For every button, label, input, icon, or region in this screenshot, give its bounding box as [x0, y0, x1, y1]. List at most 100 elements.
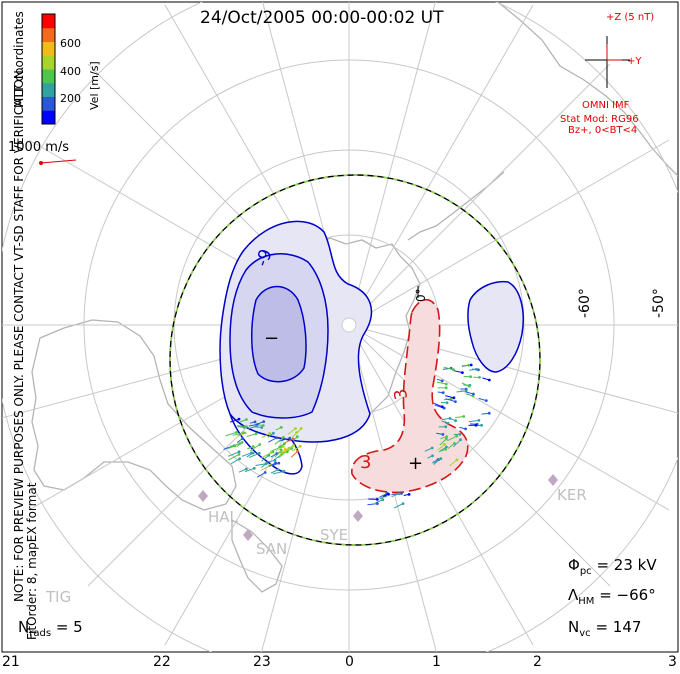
vector-line	[391, 493, 400, 498]
vector-line	[232, 432, 244, 436]
mlt-label-3: 3	[668, 654, 677, 670]
vector-line	[367, 503, 378, 506]
colorbar-swatch	[42, 41, 55, 56]
vector-line	[268, 459, 276, 463]
vector-line	[230, 458, 240, 465]
vector-line	[236, 425, 247, 428]
reference-vector	[39, 159, 77, 165]
vector-line	[270, 469, 279, 474]
vector-line	[258, 424, 264, 426]
phi-pc-value: = 23 kV	[596, 556, 657, 574]
lambda-hm-stat: ΛHM = −66°	[568, 586, 656, 607]
vector-line	[236, 442, 243, 447]
vector-line	[268, 462, 276, 467]
mlt-label-2: 2	[533, 654, 542, 670]
vector-line	[375, 499, 383, 504]
vector-line	[278, 446, 284, 451]
mlt-label-22: 22	[153, 654, 171, 670]
vector-line	[267, 432, 274, 438]
velocity-colorbar	[41, 13, 56, 125]
vector-line	[228, 453, 240, 461]
vector-line	[287, 428, 296, 435]
hm-boundary-green	[169, 174, 541, 546]
vector-line	[403, 493, 410, 496]
colorbar-tick-600: 600	[60, 37, 81, 50]
vector-line	[278, 437, 290, 442]
imf-y-label: +Y	[627, 56, 642, 67]
pole-marker	[341, 317, 357, 333]
vector-line	[439, 446, 447, 452]
lat-label-minus50: -50°	[651, 288, 667, 318]
station-label-hal: HAL	[208, 508, 238, 526]
colorbar-swatch	[42, 96, 55, 111]
potential-max-marker: +	[408, 453, 424, 474]
vector-line	[236, 438, 243, 443]
vector-line	[278, 451, 287, 459]
lat-label-zero: 0°	[414, 288, 428, 302]
vector-line	[238, 468, 247, 473]
vector-line	[248, 452, 260, 459]
mlt-label-0: 0	[345, 654, 354, 670]
vector-line	[436, 432, 443, 435]
neg-contour-tail	[229, 413, 303, 475]
vector-line	[438, 448, 446, 453]
vector-line	[459, 426, 466, 430]
n-rads-value: = 5	[55, 618, 83, 636]
vector-line	[270, 446, 282, 452]
reference-vector-label: 1000 m/s	[8, 140, 70, 155]
vector-line	[436, 378, 443, 382]
n-rads-stat: Nrads = 5	[18, 618, 83, 639]
vector-line	[227, 445, 236, 450]
vector-line	[445, 395, 455, 399]
velocity-vectors	[223, 363, 491, 509]
station-label-tig: TIG	[46, 588, 72, 606]
vector-line	[248, 425, 257, 430]
vector-line	[465, 393, 474, 397]
vector-line	[272, 470, 285, 475]
imf-z-label: +Z (5 nT)	[606, 12, 655, 23]
vector-line	[228, 451, 240, 457]
vector-line	[441, 417, 451, 421]
vector-line	[461, 382, 470, 387]
colorbar-swatch	[42, 55, 55, 70]
vector-line	[469, 368, 477, 371]
vector-line	[436, 381, 447, 385]
vector-line	[449, 459, 458, 467]
vector-line	[439, 438, 447, 446]
vector-line	[241, 452, 252, 457]
vector-line	[261, 432, 271, 438]
mlt-label-23: 23	[253, 654, 271, 670]
vector-line	[441, 420, 449, 424]
vector-line	[279, 448, 286, 457]
lambda-hm-value: = −66°	[599, 586, 656, 604]
vector-line	[424, 447, 433, 452]
vector-line	[433, 402, 443, 408]
colorbar-frame	[41, 13, 56, 125]
colorbar-unit-label: Vel [m/s]	[88, 61, 101, 110]
vector-line	[445, 398, 456, 403]
imf-source-label: OMNI IMF	[582, 100, 630, 111]
vector-line	[427, 455, 433, 459]
vector-line	[455, 416, 464, 419]
fit-order-note: FitOrder: 8, mapEX format	[25, 482, 39, 640]
lat-label-minus60: -60°	[577, 288, 593, 318]
vector-line	[282, 447, 290, 455]
australia-coastline	[31, 319, 237, 511]
vector-line	[443, 366, 454, 371]
vector-line	[437, 391, 444, 394]
newzealand-coastline	[231, 518, 283, 593]
phi-pc-stat: Φpc = 23 kV	[568, 556, 657, 577]
negative-cell	[219, 220, 373, 475]
mlt-label-1: 1	[432, 654, 441, 670]
vector-line	[261, 462, 268, 468]
vector-line	[297, 428, 302, 433]
vector-line	[440, 436, 447, 440]
vector-line	[465, 391, 474, 395]
colorbar-swatch	[42, 14, 55, 29]
vector-line	[291, 445, 301, 452]
neg-contour-inner	[250, 285, 307, 383]
vector-line	[274, 437, 284, 445]
vector-line	[237, 426, 244, 428]
vector-line	[447, 435, 457, 442]
colorbar-tick-400: 400	[60, 65, 81, 78]
